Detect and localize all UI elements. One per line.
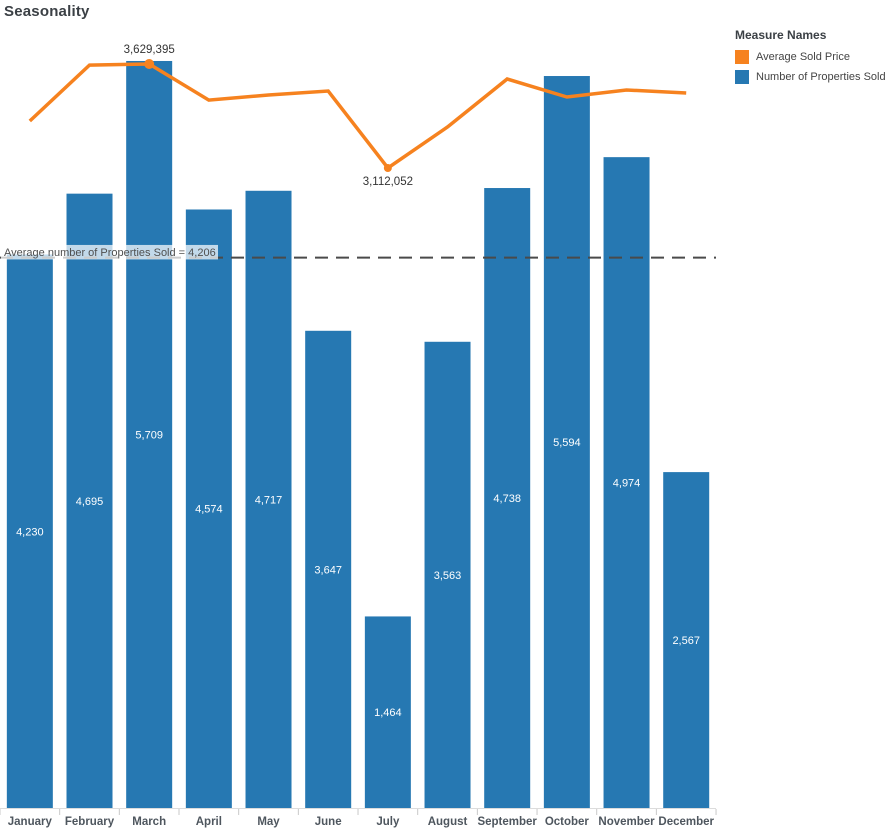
- x-axis-label-august: August: [428, 816, 468, 828]
- x-axis-label-september: September: [477, 816, 537, 828]
- legend: Measure Names Average Sold Price Number …: [731, 28, 885, 90]
- bar-value-label: 5,709: [135, 429, 163, 441]
- bar-value-label: 5,594: [553, 437, 581, 449]
- legend-swatch-blue: [735, 70, 749, 84]
- legend-title: Measure Names: [735, 28, 827, 42]
- reference-line-label: Average number of Properties Sold = 4,20…: [4, 247, 216, 259]
- legend-item-label: Number of Properties Sold: [756, 71, 885, 83]
- legend-item-number-of-properties-sold[interactable]: Number of Properties Sold: [735, 70, 885, 84]
- bar-value-label: 4,574: [195, 504, 223, 516]
- legend-swatch-orange: [735, 50, 749, 64]
- line-annotation: 3,112,052: [363, 176, 413, 188]
- bar-august[interactable]: [424, 341, 471, 808]
- bar-value-label: 4,717: [255, 494, 283, 506]
- reference-line-label-bg: [1, 244, 218, 260]
- line-point-marker[interactable]: [144, 59, 155, 69]
- x-axis-label-december: December: [658, 816, 714, 828]
- bar-value-label: 3,563: [434, 570, 462, 582]
- x-axis-label-july: July: [376, 816, 400, 828]
- page-title: Seasonality: [4, 3, 90, 20]
- chart-plot-area: January February March April May June July Augu…: [0, 44, 717, 828]
- bar-value-label: 4,230: [16, 526, 44, 538]
- x-axis-label-january: January: [8, 816, 53, 828]
- line-annotation: 3,629,395: [124, 44, 175, 56]
- bar-value-label: 3,647: [314, 564, 342, 576]
- bar-march[interactable]: [126, 60, 173, 808]
- x-axis-label-april: April: [196, 816, 222, 828]
- bar-value-label: 4,738: [493, 493, 521, 505]
- bar-october[interactable]: [543, 76, 590, 808]
- bar-november[interactable]: [603, 157, 650, 808]
- legend-item-label: Average Sold Price: [756, 51, 850, 63]
- x-axis-label-june: June: [315, 816, 342, 828]
- bar-value-label: 4,695: [76, 496, 104, 508]
- bar-may[interactable]: [245, 190, 292, 808]
- bar-value-label: 2,567: [672, 635, 700, 647]
- x-axis-label-may: May: [257, 816, 280, 828]
- bar-july[interactable]: [364, 616, 411, 808]
- line-point-marker[interactable]: [383, 164, 392, 172]
- bar-january[interactable]: [6, 254, 53, 808]
- bar-september[interactable]: [484, 188, 531, 808]
- bar-december[interactable]: [663, 472, 710, 808]
- x-axis-label-october: October: [545, 816, 590, 828]
- bar-value-label: 1,464: [374, 707, 402, 719]
- bar-june[interactable]: [305, 330, 352, 808]
- average-sold-price-line[interactable]: [28, 62, 687, 171]
- bar-april[interactable]: [185, 209, 232, 808]
- x-axis-label-march: March: [132, 816, 166, 828]
- legend-item-average-sold-price[interactable]: Average Sold Price: [735, 50, 885, 64]
- bar-february[interactable]: [66, 193, 113, 808]
- x-axis-label-november: November: [598, 816, 655, 828]
- bar-value-label: 4,974: [613, 478, 641, 490]
- x-axis-label-february: February: [65, 816, 115, 828]
